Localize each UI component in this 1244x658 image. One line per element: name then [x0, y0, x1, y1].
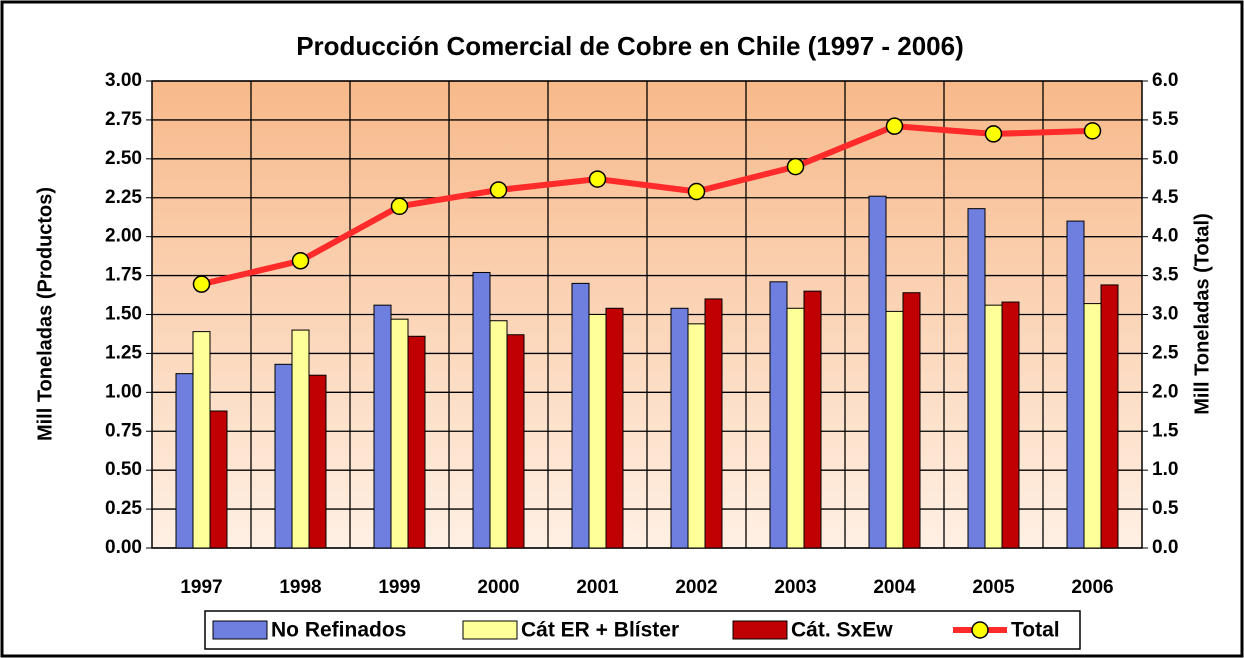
total-marker [1083, 122, 1102, 140]
y2-tick-label: 1.5 [1152, 420, 1179, 441]
bar [687, 323, 706, 549]
y-tick-label: 1.00 [105, 381, 142, 402]
x-tick-label: 2003 [774, 577, 816, 598]
y2-tick-label: 2.5 [1152, 342, 1179, 363]
y-tick-label: 0.00 [105, 537, 142, 558]
total-marker [489, 181, 508, 199]
y-axis-label: Mill Toneladas (Productos) [34, 187, 56, 441]
bar [1083, 303, 1102, 549]
bar [373, 304, 392, 549]
y-tick-label: 0.25 [105, 498, 142, 519]
y2-tick-label: 2.0 [1152, 381, 1178, 402]
y-tick-label: 2.00 [105, 226, 142, 247]
bar [571, 282, 590, 549]
bar [605, 307, 624, 549]
legend-box [204, 610, 1081, 650]
bar [291, 329, 310, 549]
x-tick-label: 1997 [180, 577, 222, 598]
bar [1100, 284, 1119, 549]
bar [274, 363, 293, 549]
plot-border [151, 80, 1143, 549]
total-line [200, 123, 1093, 288]
y-tick-label: 2.75 [105, 109, 142, 130]
bar [885, 310, 904, 549]
y2-tick-label: 6.0 [1152, 70, 1178, 91]
total-marker [984, 125, 1003, 143]
bar [588, 314, 607, 549]
bar [902, 292, 921, 549]
total-marker [588, 170, 607, 188]
y2-tick-label: 4.0 [1152, 226, 1178, 247]
y2-tick-label: 4.5 [1152, 187, 1179, 208]
bar [868, 195, 887, 549]
legend-label: No Refinados [271, 619, 406, 642]
bar [967, 208, 986, 549]
chart-title: Producción Comercial de Cobre en Chile (… [296, 31, 964, 61]
y2-tick-label: 5.5 [1152, 109, 1179, 130]
bar [489, 320, 508, 549]
x-tick-label: 2001 [576, 577, 619, 598]
legend-label: Cát. SxEw [791, 619, 893, 642]
total-marker [885, 117, 904, 135]
bar [803, 290, 822, 549]
x-tick-label: 2006 [1071, 577, 1113, 598]
legend-swatch [462, 620, 518, 640]
legend-swatch [732, 620, 788, 640]
y2-tick-label: 5.0 [1152, 148, 1178, 169]
bar [769, 281, 788, 549]
y2-tick-label: 0.5 [1152, 498, 1179, 519]
x-tick-label: 2004 [873, 577, 916, 598]
bar [192, 331, 211, 549]
x-tick-label: 1998 [279, 577, 321, 598]
y2-tick-label: 1.0 [1152, 459, 1178, 480]
legend-swatch [212, 620, 268, 640]
y2-tick-label: 3.5 [1152, 265, 1179, 286]
y-tick-label: 1.75 [105, 265, 142, 286]
total-marker [291, 252, 310, 270]
bar [984, 304, 1003, 549]
total-marker [687, 182, 706, 201]
bar [670, 307, 689, 549]
y-tick-label: 1.25 [105, 342, 142, 363]
bar [209, 410, 228, 549]
bar [704, 298, 723, 549]
y-tick-label: 1.50 [105, 304, 142, 325]
y-tick-label: 0.50 [105, 459, 142, 480]
x-tick-label: 2002 [675, 577, 717, 598]
y-tick-label: 2.50 [105, 148, 142, 169]
x-tick-label: 2000 [477, 577, 519, 598]
legend-label: Cát ER + Blíster [521, 619, 679, 642]
total-marker [786, 157, 805, 176]
y-tick-label: 2.25 [105, 187, 142, 208]
total-marker [390, 197, 409, 216]
bar [175, 373, 194, 549]
bar [407, 335, 426, 549]
bar [472, 271, 491, 549]
y2-axis-label: Mill Toneladas (Total) [1191, 213, 1213, 414]
y-tick-label: 0.75 [105, 420, 142, 441]
bar [1001, 301, 1020, 549]
y-tick-label: 3.00 [105, 70, 142, 91]
bar [786, 307, 805, 549]
total-marker [192, 275, 211, 293]
x-tick-label: 1999 [378, 577, 420, 598]
y2-tick-label: 0.0 [1152, 537, 1178, 558]
legend-marker [971, 621, 989, 639]
x-tick-label: 2005 [972, 577, 1015, 598]
y2-tick-label: 3.0 [1152, 304, 1178, 325]
bar [1066, 220, 1085, 549]
bar [506, 334, 525, 549]
bar [390, 318, 409, 549]
legend-label: Total [1011, 619, 1060, 642]
bar [308, 374, 327, 549]
